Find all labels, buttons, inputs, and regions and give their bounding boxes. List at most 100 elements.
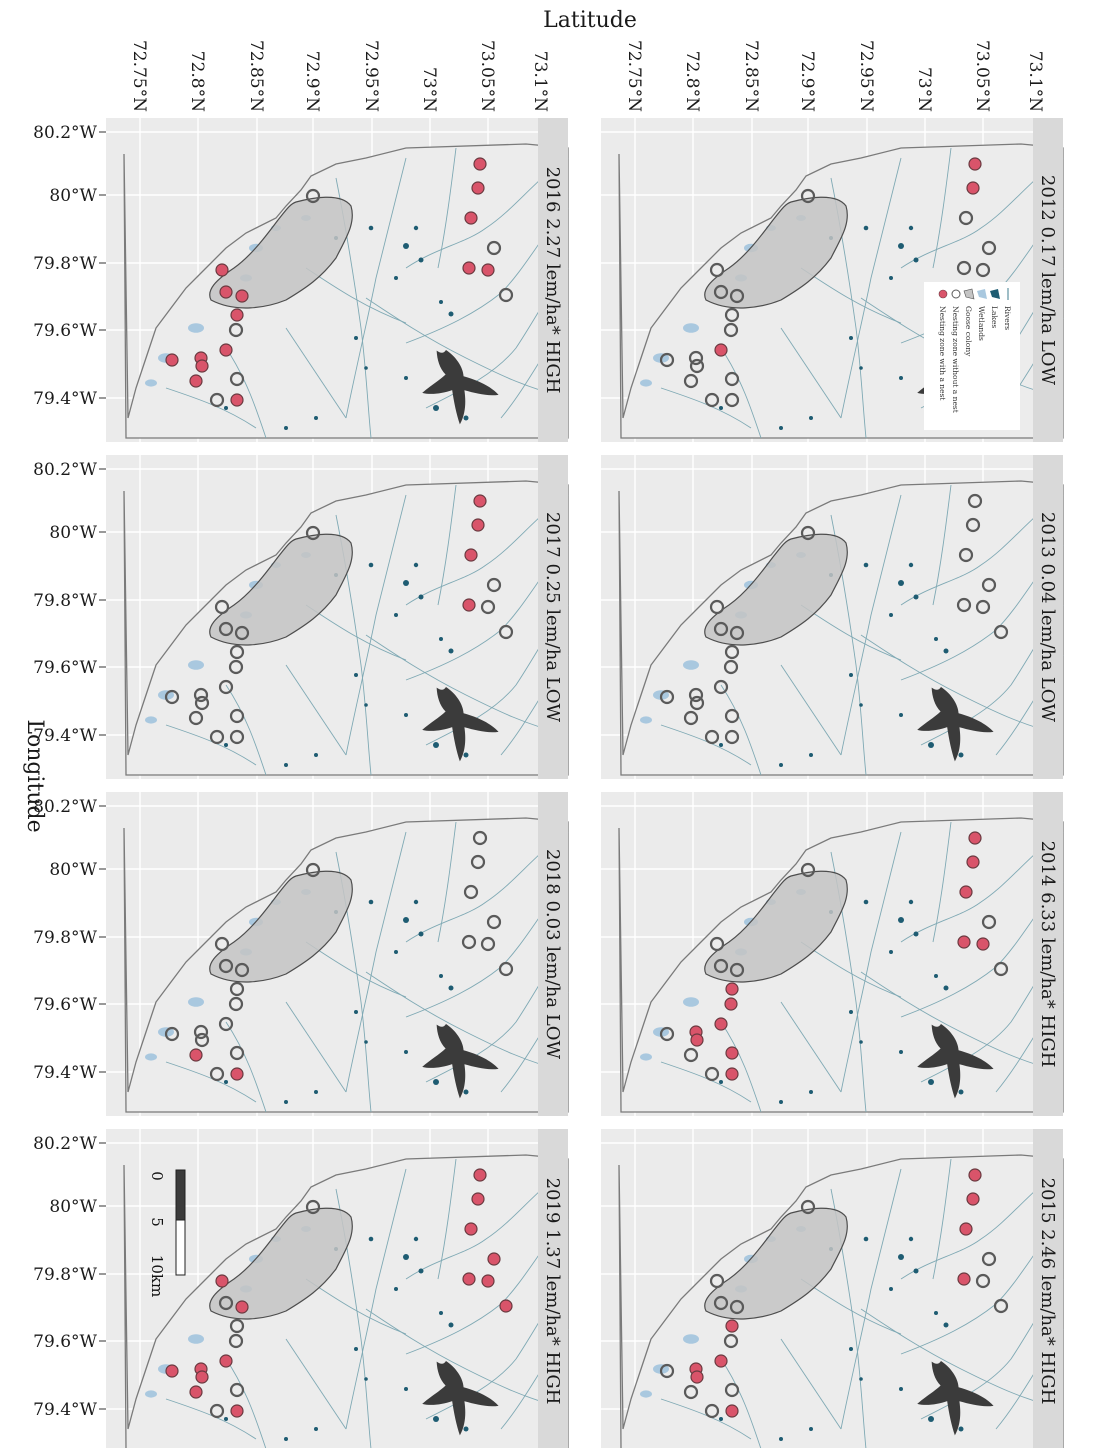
lake [368, 1236, 374, 1242]
nest-without-nest [993, 624, 1009, 640]
strip-background [538, 455, 568, 779]
river [860, 1308, 1064, 1410]
nest-with-nest [725, 1046, 739, 1060]
river [932, 484, 952, 606]
nest-without-nest [713, 958, 729, 974]
nest-without-nest [800, 525, 816, 541]
nest-with-nest [471, 518, 485, 532]
lake [368, 562, 374, 568]
nest-without-nest [234, 625, 250, 641]
river [365, 634, 569, 736]
nest-with-nest [235, 289, 249, 303]
goose-colony [209, 196, 353, 309]
nest-without-nest [659, 689, 675, 705]
scale-bar-dark-segment [175, 1169, 186, 1221]
nest-with-nest [957, 935, 971, 949]
nest-with-nest [968, 157, 982, 171]
nest-with-nest [966, 1192, 980, 1206]
strip-background [538, 1129, 568, 1448]
river [225, 1021, 267, 1113]
nest-without-nest [713, 621, 729, 637]
nest-without-nest [188, 710, 204, 726]
river [780, 664, 842, 756]
nest-with-nest [966, 855, 980, 869]
lake [439, 1311, 443, 1315]
lake [859, 1377, 863, 1381]
nest-without-nest [229, 371, 245, 387]
lake [413, 562, 419, 568]
nest-without-nest [713, 679, 729, 695]
map-panels: 2012 0.17 lem/ha LOW 2013 0.04 lem/ha LOW… [106, 118, 1064, 1448]
nest-without-nest [723, 322, 739, 338]
map-content [618, 817, 1064, 1113]
nest-without-nest [688, 350, 704, 366]
map-panel-2019: 2019 1.37 lem/ha* HIGH [106, 1129, 569, 1448]
nest-without-nest [498, 624, 514, 640]
nest-with-nest [230, 1404, 244, 1418]
nest-with-nest [215, 1274, 229, 1288]
longitude-tick-label: 80.2°W [33, 460, 97, 480]
nest-without-nest [305, 862, 321, 878]
lake [463, 1089, 469, 1095]
lake [898, 1254, 904, 1260]
latitude-tick-label: 72.8°N [682, 51, 702, 112]
lake [404, 713, 408, 717]
lake [439, 974, 443, 978]
nest-with-nest [195, 1370, 209, 1384]
lake [908, 1236, 914, 1242]
lake [224, 743, 228, 747]
nest-with-nest [473, 494, 487, 508]
river [285, 664, 347, 756]
lakes-legend-icon [990, 289, 1000, 299]
nest-without-nest [659, 1026, 675, 1042]
nest-without-nest [486, 240, 502, 256]
lake [899, 713, 903, 717]
nest-without-nest [659, 1363, 675, 1379]
nest-with-nest [725, 982, 739, 996]
map-panel-2018: 2018 0.03 lem/ha LOW [106, 792, 569, 1116]
raptor-silhouette-icon [917, 687, 994, 762]
nest-without-nest [218, 1016, 234, 1032]
longitude-tick-label: 80.2°W [33, 1134, 97, 1154]
longitude-tick-label: 79.8°W [33, 928, 97, 948]
river [345, 157, 407, 419]
nest-without-nest [965, 517, 981, 533]
lake [314, 1427, 318, 1431]
nest-with-nest [725, 1319, 739, 1333]
lake [928, 1079, 934, 1085]
river [840, 494, 902, 756]
nest-without-nest [713, 284, 729, 300]
latitude-tick-label: 73°N [419, 67, 439, 112]
lake [433, 1416, 439, 1422]
nest-without-nest [709, 599, 725, 615]
lake [413, 1236, 419, 1242]
river [932, 147, 952, 269]
lake [898, 580, 904, 586]
nest-with-nest [230, 393, 244, 407]
river [840, 831, 902, 1093]
nest-with-nest [968, 831, 982, 845]
latitude-tick-label: 73.1°N [1025, 51, 1045, 112]
river [365, 971, 569, 1073]
scale-bar-light-segment [175, 1219, 186, 1276]
river [437, 147, 457, 269]
wetland [683, 323, 699, 333]
nest-without-nest [234, 962, 250, 978]
lake [849, 1347, 853, 1351]
lake [863, 1236, 869, 1242]
wetland [640, 1053, 652, 1061]
river [165, 1061, 257, 1103]
lake [899, 1050, 903, 1054]
nest-with-nest [714, 1354, 728, 1368]
goose-colony [209, 1207, 353, 1320]
nest-with-nest [235, 1300, 249, 1314]
river [345, 1168, 407, 1430]
nest-without-nest [683, 373, 699, 389]
nest-with-nest [725, 1067, 739, 1081]
lake [849, 673, 853, 677]
lake [719, 406, 723, 410]
nest-with-nest [215, 263, 229, 277]
nest-without-nest [194, 695, 210, 711]
nest-without-nest [229, 1045, 245, 1061]
nest-with-nest [473, 1168, 487, 1182]
